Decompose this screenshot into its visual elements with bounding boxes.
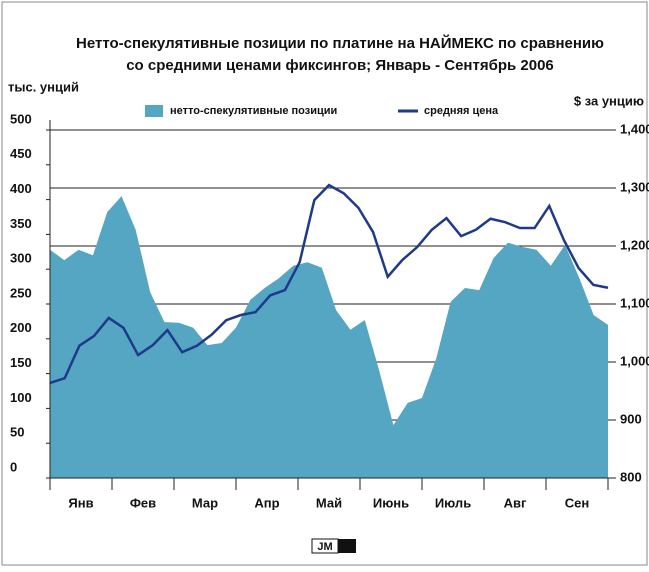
y-tick-label: 200 [10,320,32,335]
y-tick-label: 350 [10,216,32,231]
y-tick-label: 100 [10,390,32,405]
y-tick-label: 250 [10,285,32,300]
y-tick-label: 300 [10,251,32,266]
y2-tick-label: 900 [620,411,642,426]
area [50,196,608,478]
legend-swatch [145,105,163,117]
y2-tick-label: 1,000 [620,353,649,368]
y2-tick-label: 1,300 [620,179,649,194]
chart-subtitle: со средними ценами фиксингов; Январь - С… [126,57,554,74]
y2-tick-label: 1,100 [620,295,649,310]
y2-tick-label: 800 [620,469,642,484]
y2-tick-label: 1,400 [620,121,649,136]
y-tick-label: 0 [10,459,17,474]
x-tick-label: Янв [68,495,93,510]
line [49,183,609,385]
y-tick-label: 150 [10,355,32,370]
x-tick-label: Сен [565,495,589,510]
x-tick-label: Фев [130,495,156,510]
legend-label: нетто-спекулятивные позиции [170,105,337,117]
y2-tick-label: 1,200 [620,237,649,252]
y-tick-label: 400 [10,181,32,196]
x-tick-label: Июнь [373,495,409,510]
legend-label: средняя цена [424,105,499,117]
logo-icon [338,539,356,553]
y-tick-label: 450 [10,146,32,161]
x-tick-label: Апр [254,495,279,510]
y-axis-label: тыс. унций [8,79,79,94]
x-tick-label: Мар [192,495,218,510]
chart-title: Нетто-спекулятивные позиции по платине н… [76,34,604,52]
x-tick-label: Май [316,495,342,510]
x-tick-label: Июль [435,495,471,510]
y-tick-label: 50 [10,425,24,440]
y-tick-label: 500 [10,111,32,126]
y2-axis-label: $ за унцию [574,93,644,108]
logo: JM [317,541,332,553]
x-tick-label: Авг [504,495,527,510]
